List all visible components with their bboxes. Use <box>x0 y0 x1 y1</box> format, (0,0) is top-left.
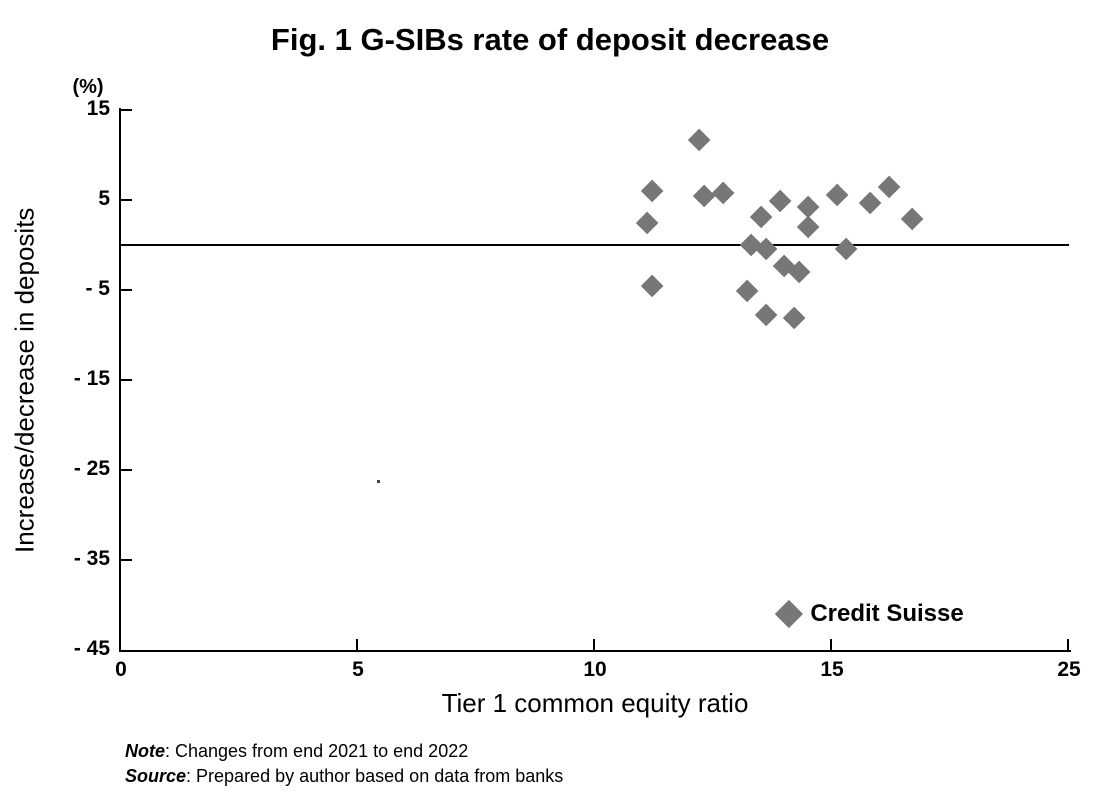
y-axis-line <box>119 108 121 652</box>
note-text: Note: Changes from end 2021 to end 2022 <box>125 741 468 762</box>
y-tick <box>121 109 132 111</box>
note-rest: : Changes from end 2021 to end 2022 <box>165 741 469 761</box>
x-tick-label: 15 <box>820 658 844 681</box>
data-point <box>687 128 711 152</box>
source-rest: : Prepared by author based on data from … <box>186 766 564 786</box>
credit-suisse-point <box>775 599 804 628</box>
stray-mark <box>377 480 380 483</box>
x-tick-label: 10 <box>583 658 607 681</box>
y-tick-label: - 35 <box>73 547 110 570</box>
data-point <box>825 183 849 207</box>
y-tick <box>121 289 132 291</box>
y-axis-title: Increase/decrease in deposits <box>9 207 40 553</box>
plot-area: 15 5 - 5 - 15 - 25 - 35 - 45 0 5 10 15 25 Credit Sui… <box>74 97 1081 681</box>
y-tick-label: 5 <box>98 187 110 210</box>
data-point <box>640 179 664 203</box>
y-tick-label: 15 <box>86 97 110 120</box>
note-label: Note <box>125 741 165 761</box>
y-tick <box>121 199 132 201</box>
data-point <box>877 175 901 199</box>
data-point <box>711 181 735 205</box>
source-text: Source: Prepared by author based on data… <box>125 766 563 787</box>
data-point <box>640 274 664 298</box>
x-tick-label: 0 <box>115 658 127 681</box>
data-point <box>754 303 778 327</box>
figure-title: Fig. 1 G-SIBs rate of deposit decrease <box>270 22 830 57</box>
y-tick-label: - 25 <box>73 457 110 480</box>
zero-line <box>121 244 1069 246</box>
x-tick-label: 5 <box>352 658 364 681</box>
x-tick <box>593 639 595 650</box>
data-point <box>735 279 759 303</box>
data-point <box>901 207 925 231</box>
y-tick-label: - 45 <box>73 637 110 660</box>
data-point <box>749 205 773 229</box>
data-point <box>834 237 858 261</box>
y-tick-label: - 5 <box>85 277 110 300</box>
x-axis-line <box>119 650 1071 652</box>
x-tick <box>830 639 832 650</box>
x-tick-label: 25 <box>1057 658 1081 681</box>
data-point <box>782 306 806 330</box>
y-tick-label: - 15 <box>73 367 110 390</box>
y-tick <box>121 559 132 561</box>
data-point <box>635 211 659 235</box>
data-point <box>768 189 792 213</box>
data-point <box>796 215 820 239</box>
data-point <box>858 192 882 216</box>
x-axis-title: Tier 1 common equity ratio <box>441 688 749 718</box>
y-tick <box>121 469 132 471</box>
x-tick <box>1067 639 1069 650</box>
credit-suisse-label: Credit Suisse <box>810 600 964 627</box>
data-point <box>692 184 716 208</box>
y-tick <box>121 379 132 381</box>
y-unit-label: (%) <box>72 76 104 98</box>
source-label: Source <box>125 766 187 786</box>
x-tick <box>356 639 358 650</box>
